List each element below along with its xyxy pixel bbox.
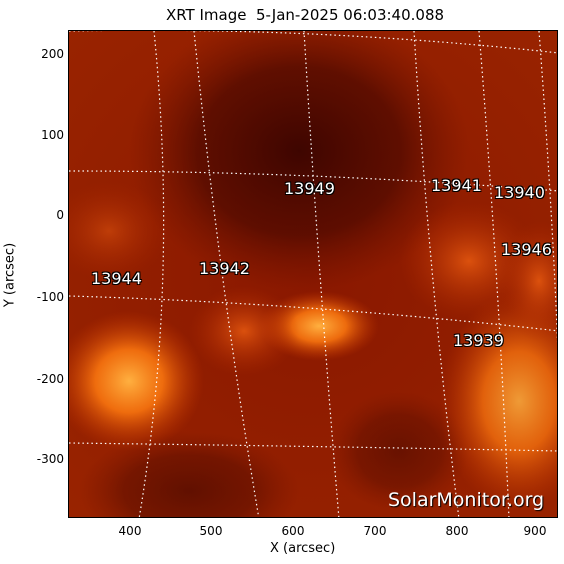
solar-image-frame: 13949 13941 13940 13946 13944 13942 1393… — [68, 30, 558, 518]
y-tick-label: -200 — [36, 372, 64, 386]
x-tick-label: 900 — [523, 524, 547, 538]
region-label-13946: 13946 — [501, 240, 552, 259]
x-tick-label: 400 — [118, 524, 142, 538]
coronal-hole-region — [129, 31, 469, 291]
active-region-13946-loops — [499, 221, 557, 341]
x-tick-label: 800 — [445, 524, 469, 538]
x-tick-label: 600 — [281, 524, 305, 538]
active-region-13942-loops — [189, 286, 299, 376]
y-tick-label: 100 — [41, 128, 64, 142]
region-label-13942: 13942 — [199, 259, 250, 278]
region-label-13941: 13941 — [431, 176, 482, 195]
heliographic-grid — [69, 31, 557, 517]
solar-image — [69, 31, 557, 517]
watermark: SolarMonitor.org — [388, 489, 545, 511]
active-region-13944-loops — [69, 311, 204, 451]
dark-region-bottom — [79, 431, 299, 517]
x-axis-label: X (arcsec) — [270, 541, 336, 556]
region-label-13944: 13944 — [91, 269, 142, 288]
region-label-13949: 13949 — [284, 179, 335, 198]
y-axis-label: Y (arcsec) — [2, 242, 18, 308]
diffuse-emission-left — [69, 181, 169, 281]
plot-title: XRT Image 5-Jan-2025 06:03:40.088 — [165, 6, 445, 24]
y-tick-label: -100 — [36, 290, 64, 304]
x-tick-label: 500 — [199, 524, 223, 538]
active-region-13939-loops — [439, 291, 557, 511]
y-tick-label: 0 — [56, 208, 64, 222]
region-label-13939: 13939 — [453, 331, 504, 350]
region-label-13940: 13940 — [494, 183, 545, 202]
dark-region-lower-middle — [329, 391, 469, 511]
x-tick-label: 700 — [363, 524, 387, 538]
y-tick-label: -300 — [36, 452, 64, 466]
y-tick-label: 200 — [41, 47, 64, 61]
